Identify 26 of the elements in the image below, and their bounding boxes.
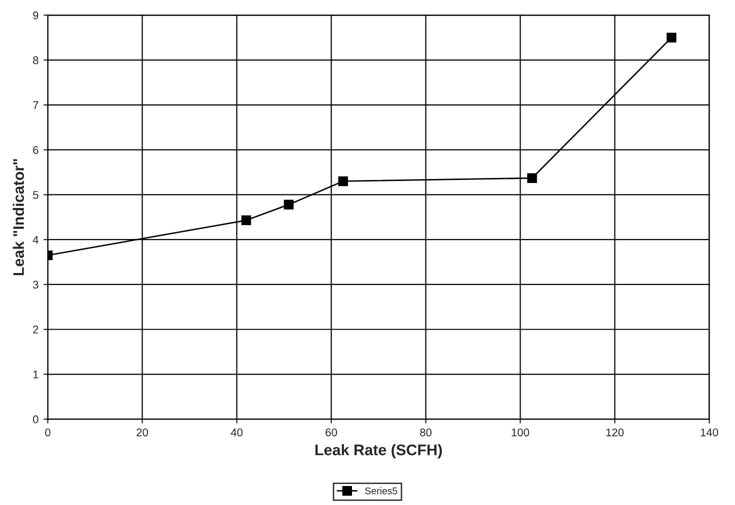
x-tick-label: 140: [700, 428, 718, 436]
y-tick-label: 4: [32, 236, 38, 244]
point: [284, 200, 294, 210]
y-tick-label: 1: [33, 370, 38, 378]
x-tick-label: 20: [136, 428, 148, 436]
x-tick-label: 120: [606, 428, 624, 436]
legend-label: Series5: [365, 487, 398, 494]
point: [241, 215, 252, 226]
y-tick-label: 9: [33, 11, 38, 20]
y-axis-title: Leak "Indicator": [12, 159, 24, 276]
y-tick-label: 2: [33, 326, 38, 334]
y-tick-label: 0: [33, 415, 38, 424]
x-tick-label: 0: [45, 428, 50, 436]
y-tick-label: 7: [33, 101, 38, 109]
point: [338, 176, 348, 186]
y-tick-label: 3: [32, 280, 38, 289]
y-tick-label: 8: [33, 56, 38, 64]
x-axis-title: Leak Rate (SCFH): [315, 444, 442, 458]
x-tick-label: 100: [512, 428, 530, 436]
point: [527, 173, 537, 183]
x-tick-label: 60: [326, 428, 338, 436]
y-tick-label: 6: [33, 146, 38, 154]
x-tick-label: 40: [230, 428, 243, 436]
x-tick-label: 80: [420, 428, 432, 436]
y-tick-label: 5: [33, 191, 38, 199]
point: [666, 32, 676, 42]
